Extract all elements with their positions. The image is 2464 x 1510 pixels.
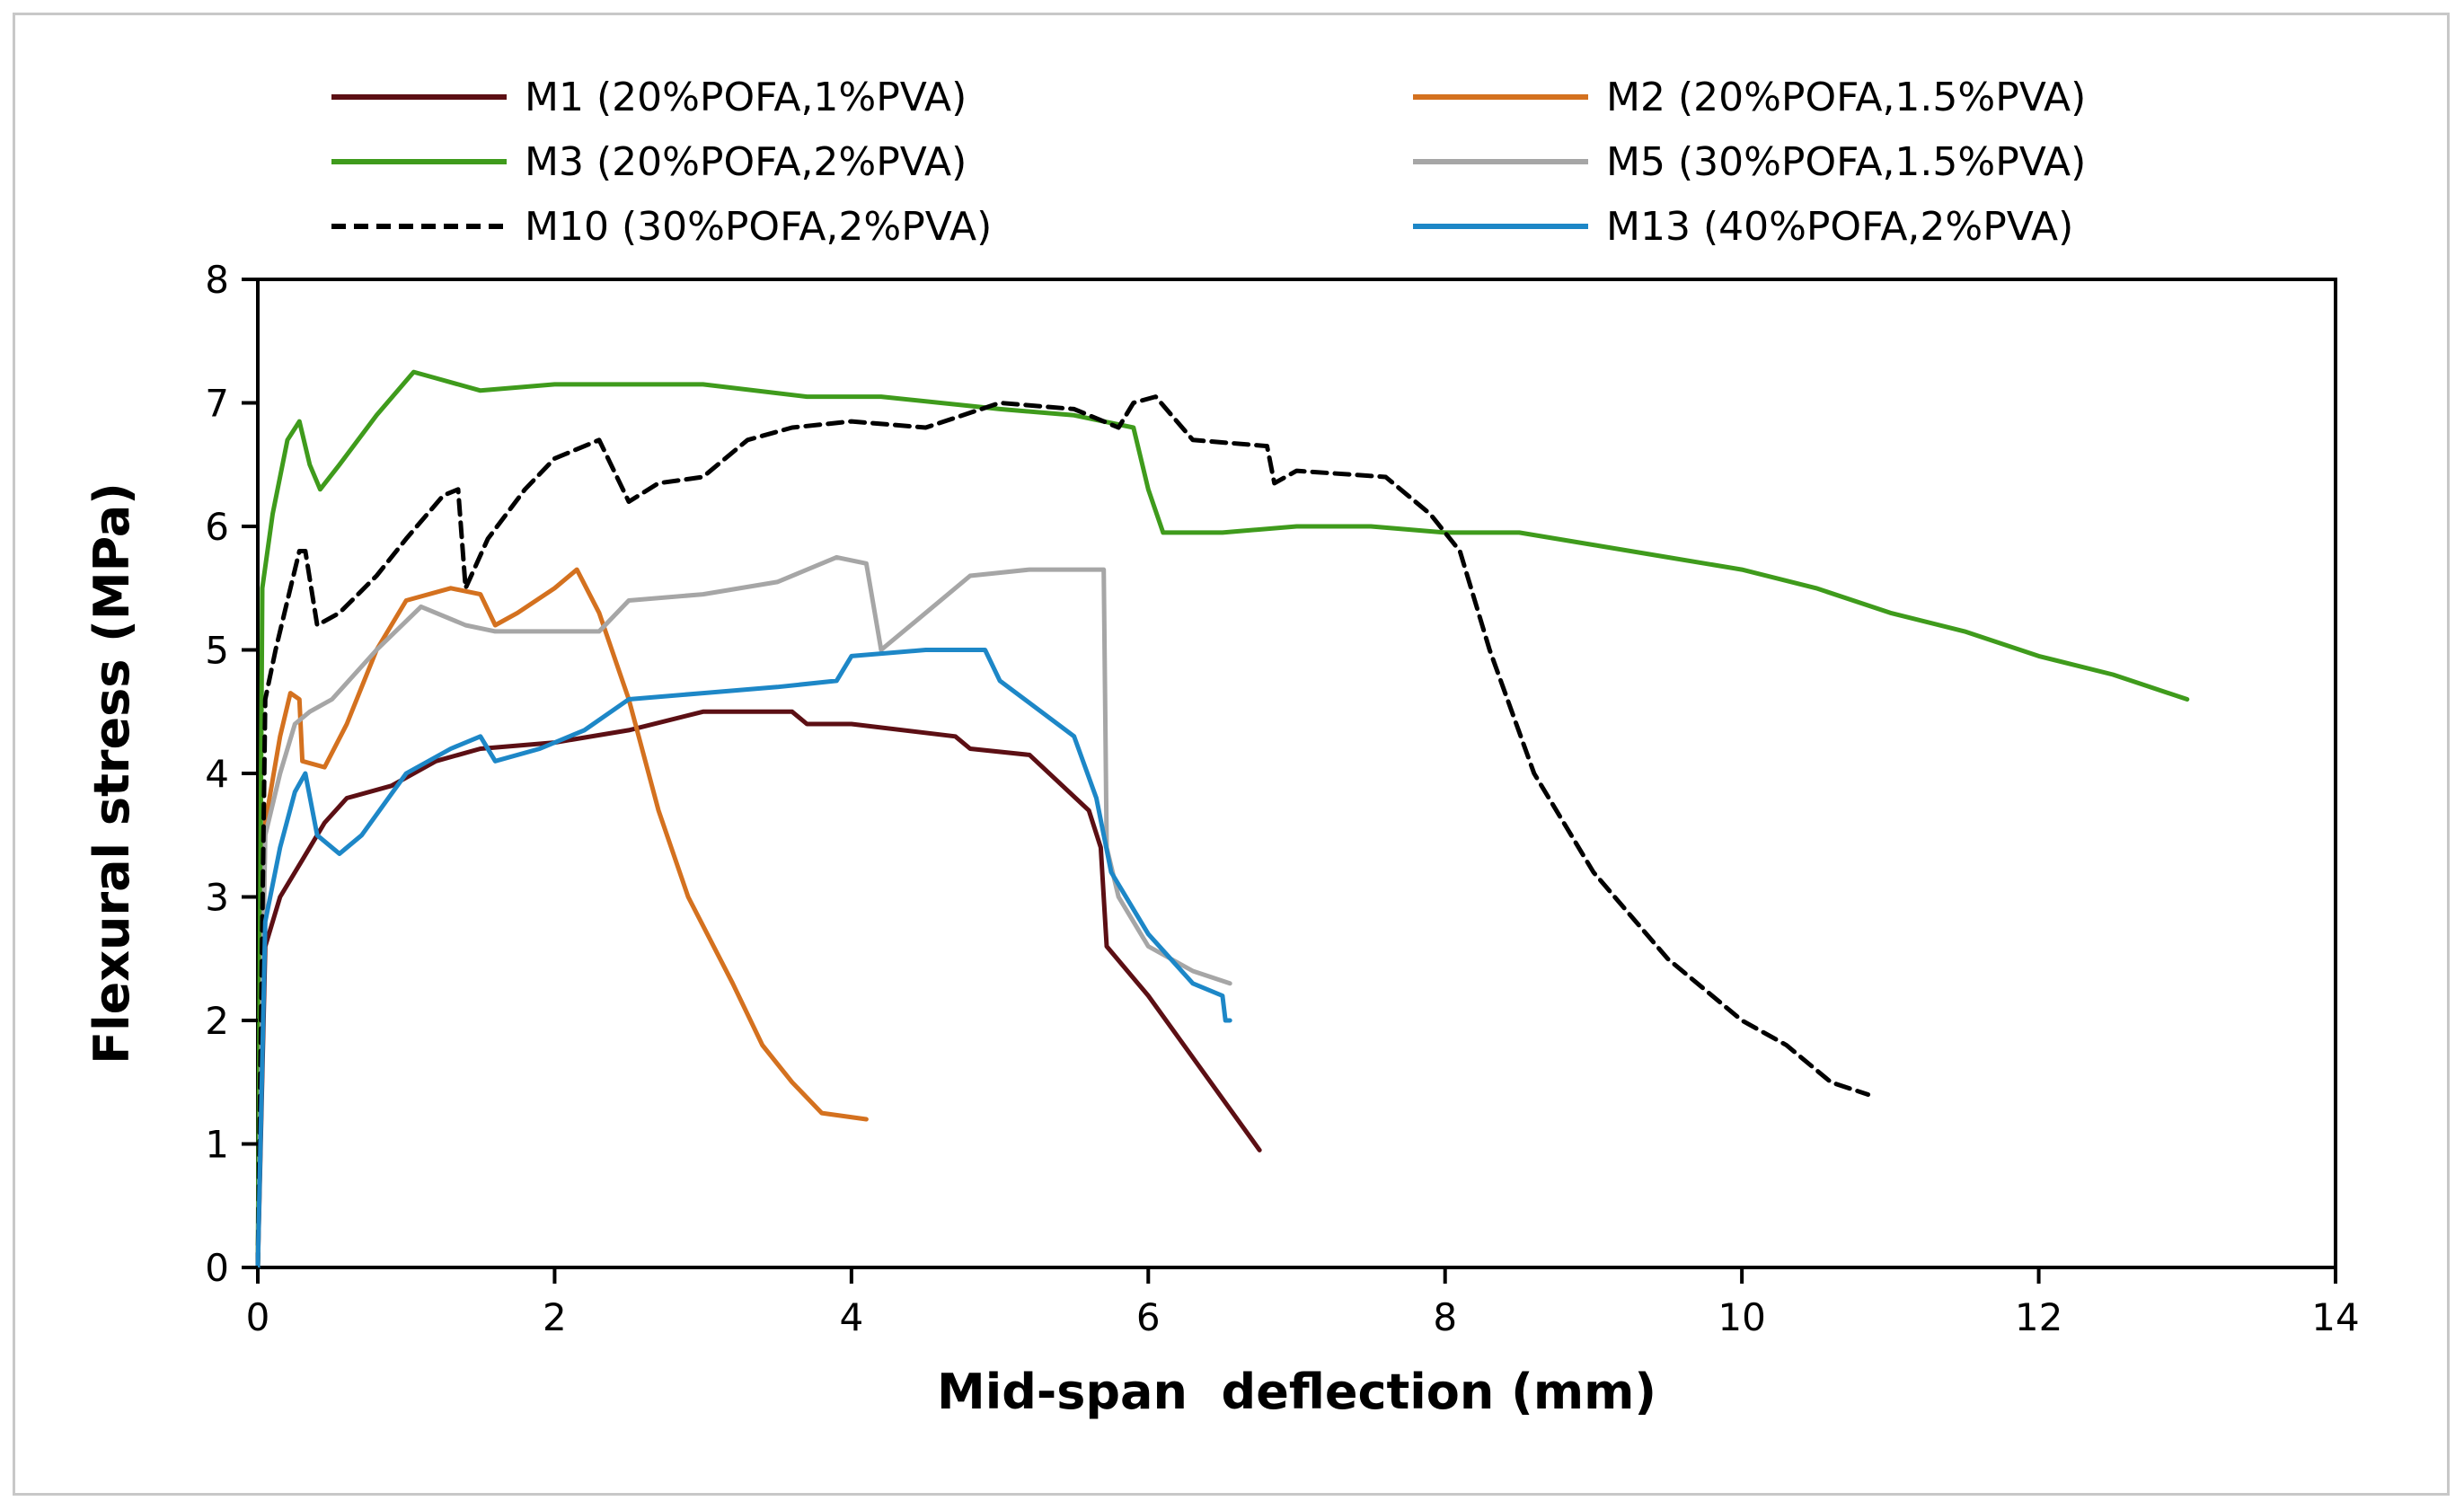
x-axis-title: Mid-span deflection (mm) [937, 1364, 1656, 1420]
y-tick-label: 1 [205, 1123, 229, 1167]
x-tick-label: 6 [1136, 1295, 1161, 1339]
series-line-3 [255, 369, 2190, 1270]
series-line-5 [255, 394, 1871, 1270]
y-tick-label: 5 [205, 629, 229, 673]
x-tick-label: 10 [1718, 1295, 1765, 1339]
y-tick-label: 8 [205, 258, 229, 302]
y-axis-ticks: 0 1 2 3 4 5 6 7 8 [205, 258, 258, 1290]
legend-label-2: M2 (20%POFA,1.5%PVA) [1606, 75, 2086, 120]
legend: M1 (20%POFA,1%PVA) M2 (20%POFA,1.5%PVA) M3… [331, 75, 2086, 250]
y-tick-label: 6 [205, 505, 229, 549]
x-tick-label: 2 [543, 1295, 567, 1339]
series-line-2 [255, 567, 869, 1270]
plot-border [256, 278, 2337, 1269]
legend-label-1: M1 (20%POFA,1%PVA) [525, 75, 967, 120]
x-tick-label: 8 [1433, 1295, 1457, 1339]
series-layer [255, 369, 2190, 1270]
y-axis-title: Flexural stress (MPa) [84, 482, 140, 1064]
x-tick-label: 12 [2015, 1295, 2062, 1339]
legend-label-4: M5 (30%POFA,1.5%PVA) [1606, 139, 2086, 185]
legend-label-5: M10 (30%POFA,2%PVA) [525, 204, 992, 250]
y-tick-label: 3 [205, 876, 229, 920]
x-axis-ticks: 0 2 4 6 8 10 12 14 [246, 1267, 2360, 1339]
series-line-6 [255, 648, 1232, 1270]
y-tick-label: 4 [205, 752, 229, 796]
series-line-4 [255, 554, 1232, 1270]
y-tick-label: 7 [205, 382, 229, 426]
x-tick-label: 14 [2311, 1295, 2359, 1339]
legend-label-3: M3 (20%POFA,2%PVA) [525, 139, 967, 185]
x-tick-label: 0 [246, 1295, 270, 1339]
y-tick-label: 0 [205, 1246, 229, 1290]
x-tick-label: 4 [839, 1295, 863, 1339]
legend-label-6: M13 (40%POFA,2%PVA) [1606, 204, 2073, 250]
chart-frame [13, 13, 2450, 1496]
y-tick-label: 2 [205, 999, 229, 1043]
series-line-1 [255, 709, 1262, 1270]
